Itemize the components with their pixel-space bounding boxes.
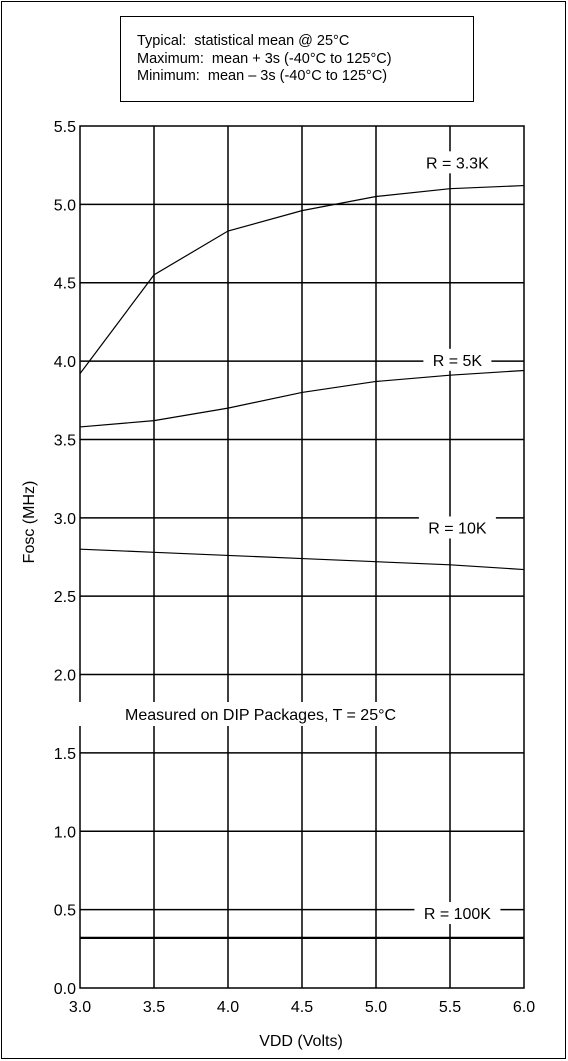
annotation-note: Measured on DIP Packages, T = 25°C <box>125 707 396 724</box>
y-tick-label: 5.5 <box>54 119 76 136</box>
series-line <box>79 548 525 571</box>
series-label: R = 10K <box>428 520 487 537</box>
y-tick-label: 5.0 <box>54 197 76 214</box>
series-label-bg <box>414 151 501 174</box>
legend-line-minimum: Minimum: mean – 3s (-40°C to 125°C) <box>137 68 388 84</box>
series-line <box>79 369 525 428</box>
y-axis-title: Fosc (MHz) <box>21 481 38 564</box>
series-label: R = 100K <box>424 906 491 923</box>
x-tick-label: 5.0 <box>365 999 387 1016</box>
y-tick-label: 3.5 <box>54 432 76 449</box>
tick-labels: 0.0 0.5 1.0 1.5 2.0 2.5 3.0 3.5 4.0 4.5 5.0 5.5 3.0 3… <box>54 119 535 1016</box>
legend-box: Typical: statistical mean @ 25°C Maximum… <box>120 16 474 102</box>
x-tick-label: 4.0 <box>217 999 239 1016</box>
x-tick-label: 6.0 <box>513 999 535 1016</box>
y-tick-label: 1.0 <box>54 824 76 841</box>
x-tick-label: 4.5 <box>291 999 313 1016</box>
series-label: R = 5K <box>433 353 483 370</box>
legend-line-typical: Typical: statistical mean @ 25°C <box>137 33 350 49</box>
x-tick-label: 3.5 <box>143 999 165 1016</box>
y-tick-label: 2.5 <box>54 589 76 606</box>
annotation-bg <box>78 701 443 726</box>
x-axis-title: VDD (Volts) <box>259 1033 343 1050</box>
y-tick-label: 2.0 <box>54 668 76 685</box>
series-labels: R = 3.3K R = 5K R = 10K R = 100K Measured on… <box>78 151 501 925</box>
series-label-bg <box>414 902 501 925</box>
series-line <box>79 184 525 374</box>
legend-line-maximum: Maximum: mean + 3s (-40°C to 125°C) <box>137 50 392 67</box>
series-label-bg <box>423 348 492 371</box>
series-label: R = 3.3K <box>426 155 489 172</box>
y-tick-label: 4.0 <box>54 354 76 371</box>
y-tick-label: 0.5 <box>54 903 76 920</box>
x-tick-label: 5.5 <box>439 999 461 1016</box>
x-tick-label: 3.0 <box>69 999 91 1016</box>
grid <box>79 125 525 989</box>
series-lines <box>79 184 525 939</box>
y-tick-label: 3.0 <box>54 511 76 528</box>
series-label-bg <box>418 516 496 539</box>
y-tick-label: 1.5 <box>54 746 76 763</box>
y-tick-label: 0.0 <box>54 981 76 998</box>
y-tick-label: 4.5 <box>54 276 76 293</box>
